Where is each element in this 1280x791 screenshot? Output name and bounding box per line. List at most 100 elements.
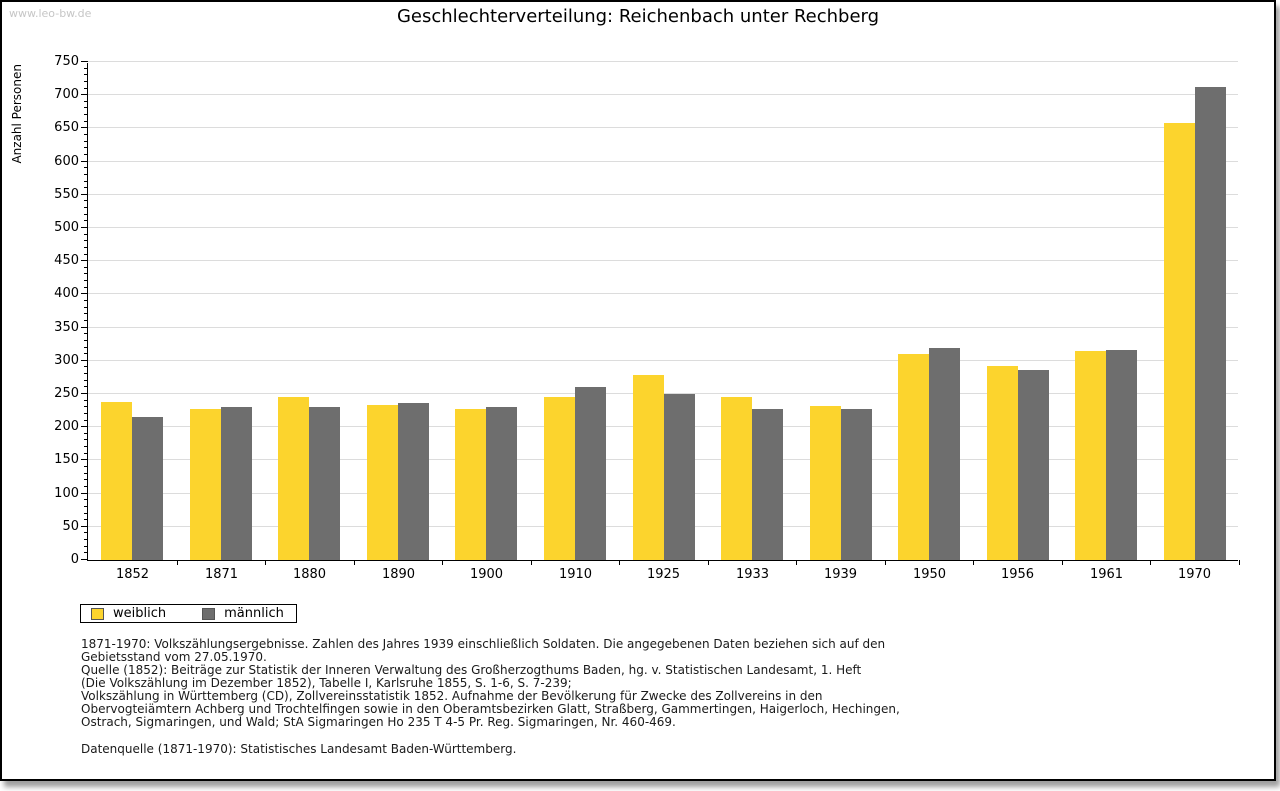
footnotes: 1871-1970: Volkszählungsergebnisse. Zahl… xyxy=(81,638,1261,729)
y-minor-tick xyxy=(84,513,88,514)
y-minor-tick xyxy=(84,546,88,547)
bar-männlich-1939 xyxy=(841,409,872,560)
y-minor-tick xyxy=(84,353,88,354)
x-axis-label-1925: 1925 xyxy=(646,567,681,582)
x-tick xyxy=(1150,560,1151,565)
plot-area: 0 50 100 150 200 250 300 350 400 450 500 550 600 650 7… xyxy=(54,55,1240,582)
y-minor-tick xyxy=(84,114,88,115)
y-minor-tick xyxy=(84,141,88,142)
y-minor-tick xyxy=(84,446,88,447)
y-minor-tick xyxy=(84,413,88,414)
x-axis-label-1900: 1900 xyxy=(469,567,504,582)
y-minor-tick xyxy=(84,187,88,188)
x-axis-label-1852: 1852 xyxy=(115,567,150,582)
bar-männlich-1933 xyxy=(752,409,783,560)
y-minor-tick xyxy=(84,552,88,553)
y-minor-tick xyxy=(84,366,88,367)
y-tick-100 xyxy=(81,493,88,494)
x-axis-label-1890: 1890 xyxy=(381,567,416,582)
footnote-line-5: Volkszählung in Württemberg (CD), Zollve… xyxy=(81,689,823,703)
y-tick-550 xyxy=(81,194,88,195)
y-tick-label-550: 550 xyxy=(54,187,79,202)
bar-weiblich-1871 xyxy=(190,409,221,560)
bar-weiblich-1933 xyxy=(721,397,752,560)
y-minor-tick xyxy=(84,333,88,334)
y-minor-tick xyxy=(84,74,88,75)
y-minor-tick xyxy=(84,439,88,440)
x-axis-label-1950: 1950 xyxy=(912,567,947,582)
y-minor-tick xyxy=(84,240,88,241)
y-minor-tick xyxy=(84,320,88,321)
y-tick-label-500: 500 xyxy=(54,220,79,235)
bar-weiblich-1890 xyxy=(367,405,398,560)
weiblich-swatch-icon xyxy=(91,607,104,620)
footnote-line-1: 1871-1970: Volkszählungsergebnisse. Zahl… xyxy=(81,637,886,651)
y-tick-500 xyxy=(81,227,88,228)
gridline-450 xyxy=(88,260,1238,261)
y-tick-150 xyxy=(81,459,88,460)
x-tick xyxy=(619,560,620,565)
y-minor-tick xyxy=(84,134,88,135)
footnote-line-3: Quelle (1852): Beiträge zur Statistik de… xyxy=(81,663,862,677)
x-tick xyxy=(796,560,797,565)
x-tick xyxy=(973,560,974,565)
y-tick-450 xyxy=(81,260,88,261)
y-minor-tick xyxy=(84,307,88,308)
y-tick-200 xyxy=(81,426,88,427)
bar-männlich-1970 xyxy=(1195,87,1226,560)
legend-item-maennlich: männlich xyxy=(202,606,284,621)
y-minor-tick xyxy=(84,486,88,487)
y-minor-tick xyxy=(84,400,88,401)
y-minor-tick xyxy=(84,280,88,281)
page-title: Geschlechterverteilung: Reichenbach unte… xyxy=(396,6,880,27)
y-minor-tick xyxy=(84,386,88,387)
bar-männlich-1852 xyxy=(132,417,163,560)
y-tick-400 xyxy=(81,293,88,294)
y-tick-label-750: 750 xyxy=(54,54,79,69)
y-tick-label-350: 350 xyxy=(54,320,79,335)
bar-männlich-1910 xyxy=(575,387,606,560)
gridline-500 xyxy=(88,227,1238,228)
bar-weiblich-1900 xyxy=(455,409,486,560)
y-tick-label-150: 150 xyxy=(54,452,79,467)
y-minor-tick xyxy=(84,433,88,434)
gridline-300 xyxy=(88,360,1238,361)
y-tick-label-650: 650 xyxy=(54,120,79,135)
y-minor-tick xyxy=(84,254,88,255)
y-tick-600 xyxy=(81,161,88,162)
y-tick-50 xyxy=(81,526,88,527)
gridline-750 xyxy=(88,61,1238,62)
x-tick xyxy=(885,560,886,565)
y-minor-tick xyxy=(84,267,88,268)
gridline-650 xyxy=(88,127,1238,128)
y-tick-label-250: 250 xyxy=(54,386,79,401)
footnote-line-2: Gebietsstand vom 27.05.1970. xyxy=(81,650,267,664)
y-tick-300 xyxy=(81,360,88,361)
y-tick-250 xyxy=(81,393,88,394)
y-tick-label-600: 600 xyxy=(54,154,79,169)
bar-männlich-1961 xyxy=(1106,350,1137,560)
y-tick-350 xyxy=(81,327,88,328)
maennlich-swatch-icon xyxy=(202,607,216,620)
legend: weiblich männlich xyxy=(80,604,297,623)
y-minor-tick xyxy=(84,287,88,288)
bar-weiblich-1852 xyxy=(101,402,132,560)
x-tick xyxy=(1062,560,1063,565)
y-minor-tick xyxy=(84,539,88,540)
y-minor-tick xyxy=(84,499,88,500)
x-axis-label-1970: 1970 xyxy=(1177,567,1212,582)
y-minor-tick xyxy=(84,340,88,341)
x-axis-label-1961: 1961 xyxy=(1089,567,1124,582)
footnote-line-4: (Die Volkszählung im Dezember 1852), Tab… xyxy=(81,676,572,690)
y-minor-tick xyxy=(84,420,88,421)
x-tick xyxy=(442,560,443,565)
x-axis-label-1910: 1910 xyxy=(558,567,593,582)
gridline-350 xyxy=(88,327,1238,328)
y-minor-tick xyxy=(84,214,88,215)
x-tick xyxy=(354,560,355,565)
y-minor-tick xyxy=(84,380,88,381)
x-tick xyxy=(177,560,178,565)
y-minor-tick xyxy=(84,347,88,348)
bar-weiblich-1970 xyxy=(1164,123,1195,560)
y-minor-tick xyxy=(84,247,88,248)
